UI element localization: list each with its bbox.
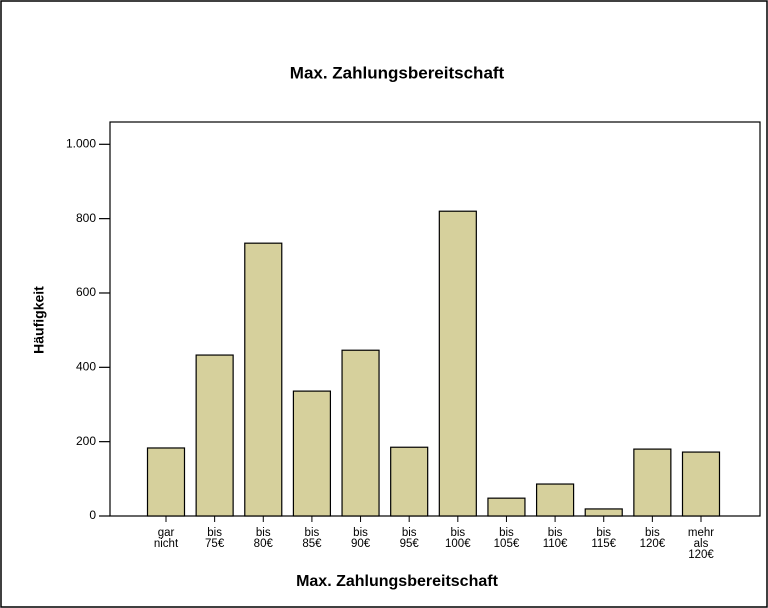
x-tick-label: bis 75€ bbox=[205, 527, 225, 550]
y-tick-label: 800 bbox=[76, 211, 96, 225]
bar bbox=[244, 242, 283, 517]
x-tick-label: bis 95€ bbox=[399, 527, 419, 550]
y-tick-label: 0 bbox=[89, 508, 96, 522]
bar bbox=[146, 447, 186, 517]
x-tick-label: bis 105€ bbox=[493, 527, 520, 550]
bar bbox=[438, 210, 477, 517]
x-tick-label: bis 110€ bbox=[542, 527, 568, 550]
bar bbox=[341, 349, 380, 517]
bar bbox=[292, 390, 332, 517]
y-axis-label: Häufigkeit bbox=[31, 286, 47, 354]
bar bbox=[487, 497, 526, 517]
x-tick-label: bis 80€ bbox=[253, 527, 273, 550]
bar bbox=[390, 446, 429, 517]
bar bbox=[681, 451, 721, 517]
bar bbox=[584, 508, 623, 517]
chart-title: Max. Zahlungsbereitschaft bbox=[290, 63, 505, 82]
x-tick-label: mehr als 120€ bbox=[687, 527, 715, 561]
x-axis-label: Max. Zahlungsbereitschaft bbox=[296, 573, 498, 590]
x-tick-label: bis 90€ bbox=[350, 527, 371, 550]
x-tick-label: bis 85€ bbox=[302, 527, 322, 550]
y-tick-label: 400 bbox=[76, 359, 96, 373]
bar bbox=[535, 483, 575, 517]
bar bbox=[633, 448, 672, 517]
y-tick-label: 1.000 bbox=[66, 136, 96, 150]
x-tick-label: gar nicht bbox=[153, 527, 179, 550]
y-tick-label: 200 bbox=[76, 434, 96, 448]
x-tick-label: bis 100€ bbox=[445, 527, 471, 550]
x-tick-label: bis 115€ bbox=[591, 527, 617, 550]
x-tick-label: bis 120€ bbox=[639, 527, 666, 550]
bar bbox=[195, 354, 234, 517]
y-tick-label: 600 bbox=[76, 285, 96, 299]
